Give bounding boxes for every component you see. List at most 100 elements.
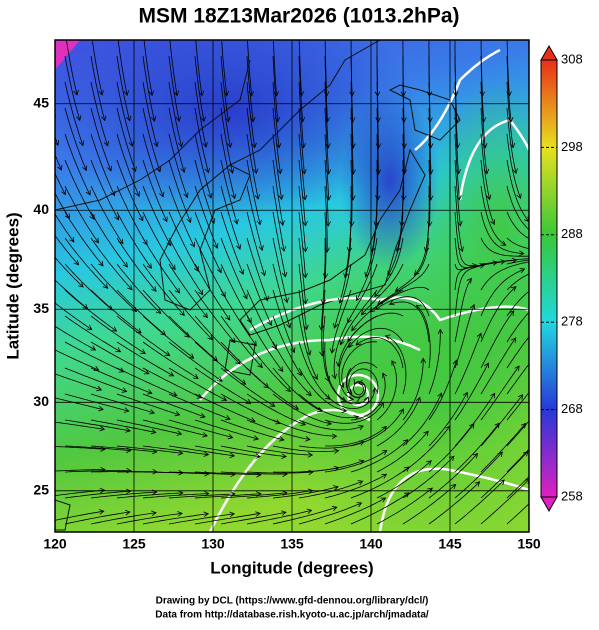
stream-arrow	[312, 374, 318, 380]
x-tick-label: 150	[517, 536, 541, 552]
stream-arrow	[134, 191, 140, 197]
streamline	[55, 446, 105, 450]
stream-arrow	[203, 451, 210, 457]
stream-arrow	[306, 390, 312, 397]
streamline	[298, 159, 306, 226]
stream-arrow	[178, 490, 184, 496]
streamline	[142, 107, 161, 172]
streamline	[389, 301, 430, 343]
streamline	[480, 365, 520, 421]
stream-arrow	[331, 373, 337, 380]
stream-arrow	[173, 90, 180, 97]
streamline	[55, 349, 99, 371]
streamline	[220, 511, 286, 525]
streamline	[454, 81, 459, 148]
stream-arrow	[357, 480, 364, 486]
streamline	[428, 329, 441, 395]
streamline	[428, 481, 480, 525]
stream-arrow	[374, 291, 380, 298]
streamline	[90, 393, 155, 414]
streamline	[402, 358, 424, 421]
stream-arrow	[175, 116, 182, 123]
streamline	[142, 367, 202, 399]
streamline	[298, 460, 364, 473]
stream-arrow	[229, 511, 236, 518]
streamline	[506, 185, 529, 231]
stream-arrow	[233, 219, 239, 225]
streamline	[64, 107, 87, 171]
stream-arrow	[143, 369, 150, 375]
streamline	[142, 211, 176, 270]
stream-arrow	[90, 345, 97, 351]
stream-arrow	[242, 293, 248, 300]
colorbar	[540, 59, 558, 498]
streamline	[480, 478, 529, 525]
stream-arrow	[278, 436, 285, 442]
stream-arrow	[255, 453, 261, 459]
streamline	[55, 172, 66, 195]
streamline	[90, 185, 124, 244]
stream-arrow	[231, 193, 237, 200]
streamline	[402, 484, 456, 525]
streamline	[506, 133, 521, 199]
streamline	[402, 133, 405, 201]
streamline	[454, 304, 475, 369]
stream-arrow	[146, 263, 152, 269]
streamline	[142, 341, 199, 379]
stream-arrow	[183, 192, 189, 199]
streamline	[375, 296, 430, 317]
stream-arrow	[511, 337, 517, 343]
stream-arrow	[300, 420, 307, 426]
streamline	[428, 133, 432, 200]
stream-arrow	[307, 452, 314, 458]
streamline	[480, 337, 517, 395]
streamline	[324, 81, 329, 148]
stream-arrow	[325, 143, 331, 149]
stream-arrow	[469, 423, 475, 429]
streamline	[168, 393, 231, 420]
streamline	[246, 367, 299, 410]
streamline	[324, 159, 329, 226]
stream-arrow	[204, 167, 211, 174]
streamline	[220, 367, 275, 407]
stream-arrow	[499, 479, 505, 486]
stream-arrow	[343, 272, 349, 279]
stream-arrow	[494, 422, 500, 429]
streamline	[348, 368, 379, 395]
stream-arrow	[346, 317, 352, 324]
streamline	[298, 263, 307, 330]
stream-arrow	[125, 509, 131, 516]
stream-arrow	[212, 356, 218, 362]
streamline	[506, 40, 510, 96]
stream-arrow	[388, 300, 395, 306]
streamline	[168, 315, 218, 362]
stream-arrow	[437, 392, 443, 399]
streamline	[220, 107, 233, 174]
stream-arrow	[286, 322, 292, 329]
colorbar-tick-label: 278	[561, 314, 583, 329]
streamline	[347, 263, 378, 323]
streamline	[428, 423, 475, 473]
streamline	[395, 237, 430, 292]
streamline	[454, 107, 459, 174]
streamline	[168, 471, 235, 475]
y-tick-label: 35	[33, 300, 49, 316]
stream-arrow	[78, 140, 85, 147]
streamline	[220, 393, 281, 424]
streamline	[220, 289, 257, 346]
streamline	[246, 133, 259, 200]
stream-arrow	[226, 142, 233, 149]
stream-arrow	[568, 254, 573, 259]
streamline	[350, 408, 404, 447]
stream-arrow	[398, 408, 404, 415]
streamline	[116, 55, 131, 121]
streamline	[55, 234, 79, 266]
streamline	[480, 107, 488, 174]
streamline	[272, 393, 332, 425]
stream-arrow	[535, 254, 540, 259]
stream-arrow	[462, 391, 468, 398]
stream-arrow	[152, 468, 158, 475]
stream-arrow	[413, 270, 420, 276]
stream-arrow	[251, 142, 257, 149]
